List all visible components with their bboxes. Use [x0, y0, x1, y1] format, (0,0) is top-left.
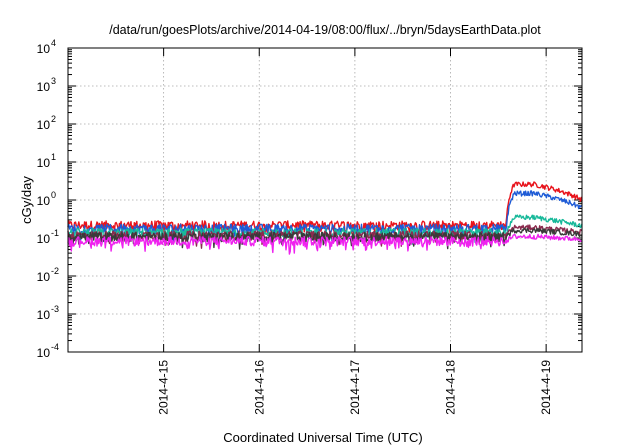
y-tick-exponent: 0	[51, 190, 56, 200]
series-group	[67, 181, 583, 255]
x-axis-ticks: 2014-4-15 2014-4-16 2014-4-17 2014-4-18 2014…	[157, 48, 553, 415]
y-tick-label: 10	[37, 346, 51, 360]
y-tick-exponent: 4	[51, 38, 56, 48]
x-tick-label: 2014-4-16	[252, 360, 266, 415]
x-tick-label: 2014-4-15	[157, 360, 171, 415]
plot-frame	[67, 47, 583, 353]
chart-title: /data/run/goesPlots/archive/2014-04-19/0…	[109, 23, 541, 37]
series-line	[67, 233, 583, 255]
y-tick-exponent: -4	[51, 342, 59, 352]
y-tick-exponent: -3	[51, 304, 59, 314]
x-tick-label: 2014-4-19	[539, 360, 553, 415]
y-tick-label: 10	[37, 308, 51, 322]
y-tick-label: 10	[37, 270, 51, 284]
x-tick-label: 2014-4-17	[348, 360, 362, 415]
series-line	[67, 190, 583, 244]
y-tick-label: 10	[37, 42, 51, 56]
x-tick-label: 2014-4-18	[444, 360, 458, 415]
grid	[68, 48, 582, 352]
y-axis-label: cGy/day	[19, 176, 34, 224]
y-tick-label: 10	[37, 118, 51, 132]
y-tick-label: 10	[37, 232, 51, 246]
y-tick-label: 10	[37, 80, 51, 94]
y-tick-label: 10	[37, 194, 51, 208]
y-tick-exponent: -1	[51, 228, 59, 238]
x-axis-label: Coordinated Universal Time (UTC)	[223, 430, 422, 445]
y-tick-exponent: 1	[51, 152, 56, 162]
y-tick-exponent: 2	[51, 114, 56, 124]
y-tick-label: 10	[37, 156, 51, 170]
y-tick-exponent: 3	[51, 76, 56, 86]
y-tick-exponent: -2	[51, 266, 59, 276]
